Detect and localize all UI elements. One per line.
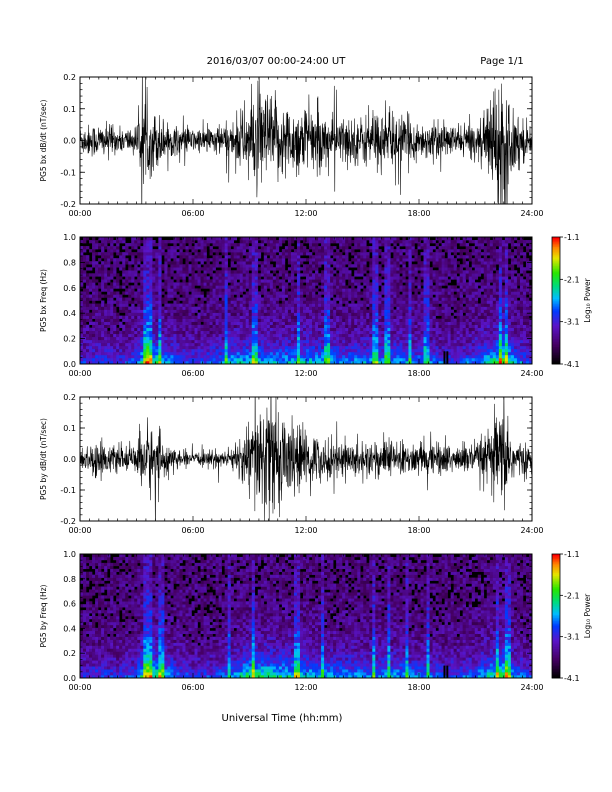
y-tick-label: 1.0 [63, 550, 76, 559]
colorbar: -1.1 -2.1 -3.1 -4.1 Log₁₀ Power [551, 233, 592, 369]
x-tick-label: 24:00 [520, 369, 543, 378]
spectrogram-cells [80, 554, 532, 678]
x-tick-label: 24:00 [520, 683, 543, 692]
y-tick-label: -0.2 [60, 200, 76, 209]
colorbar-tick-label: -1.1 [564, 233, 580, 242]
x-tick-label: 06:00 [181, 526, 204, 535]
x-tick-label: 00:00 [68, 369, 91, 378]
waveform-series-line [80, 397, 532, 521]
x-tick-label: 18:00 [407, 683, 430, 692]
waveform-series-line [80, 77, 532, 204]
y-axis-label: PG5 by dB/dt (nT/sec) [39, 418, 48, 500]
y-tick-label: 0.6 [63, 600, 76, 609]
colorbar-label: Log₁₀ Power [583, 593, 592, 638]
x-tick-label: 24:00 [520, 209, 543, 218]
panel-2: -1.1 -2.1 -3.1 -4.1 Log₁₀ Power 00:00 06:00 12:… [39, 233, 592, 378]
y-tick-label: 0.2 [63, 73, 76, 82]
colorbar: -1.1 -2.1 -3.1 -4.1 Log₁₀ Power [551, 550, 592, 683]
colorbar-label: Log₁₀ Power [583, 277, 592, 322]
x-tick-label: 12:00 [294, 209, 317, 218]
chart-title: 2016/03/07 00:00-24:00 UT [207, 56, 347, 67]
x-tick-label: 06:00 [181, 369, 204, 378]
x-tick-label: 24:00 [520, 526, 543, 535]
page-number: Page 1/1 [480, 56, 523, 67]
y-tick-label: 0.0 [63, 674, 76, 683]
y-tick-label: 0.2 [63, 393, 76, 402]
panel-4: -1.1 -2.1 -3.1 -4.1 Log₁₀ Power 00:00 06:00 12:… [39, 550, 592, 692]
x-tick-label: 12:00 [294, 683, 317, 692]
y-tick-label: 0.0 [63, 455, 76, 464]
plot-frame [79, 76, 533, 205]
y-tick-label: 0.4 [63, 309, 76, 318]
y-tick-label: 0.4 [63, 624, 76, 633]
x-tick-label: 06:00 [181, 209, 204, 218]
x-tick-label: 12:00 [294, 369, 317, 378]
y-axis-label: PG5 bx Freq (Hz) [39, 269, 48, 332]
x-tick-label: 06:00 [181, 683, 204, 692]
y-tick-label: 0.2 [63, 335, 76, 344]
colorbar-tick-label: -4.1 [564, 360, 580, 369]
panel-3: 00:00 06:00 12:00 18:00 24:00 -0.2 -0.1 0.0 0.1 0… [39, 393, 544, 535]
x-tick-label: 18:00 [407, 526, 430, 535]
y-tick-label: 0.2 [63, 649, 76, 658]
y-tick-label: 0.8 [63, 258, 76, 267]
y-tick-label: 0.8 [63, 575, 76, 584]
y-tick-label: 0.6 [63, 284, 76, 293]
x-tick-label: 00:00 [68, 526, 91, 535]
x-axis-label: Universal Time (hh:mm) [222, 713, 343, 724]
spectrogram-cells [80, 237, 532, 364]
colorbar-tick-label: -3.1 [564, 633, 580, 642]
x-tick-label: 18:00 [407, 209, 430, 218]
colorbar-tick-label: -3.1 [564, 318, 580, 327]
y-tick-label: 0.0 [63, 137, 76, 146]
y-tick-label: 0.1 [63, 424, 76, 433]
colorbar-tick-label: -2.1 [564, 591, 580, 600]
y-tick-label: -0.1 [60, 168, 76, 177]
y-tick-label: 0.1 [63, 105, 76, 114]
y-axis-label: PG5 bx dB/dt (nT/sec) [39, 99, 48, 181]
y-tick-label: 0.0 [63, 360, 76, 369]
panels: 00:00 06:00 12:00 18:00 24:00 -0.2 -0.1 0.0 0.1 0… [39, 73, 592, 692]
panel-1: 00:00 06:00 12:00 18:00 24:00 -0.2 -0.1 0.0 0.1 0… [39, 73, 544, 218]
x-tick-label: 00:00 [68, 209, 91, 218]
colorbar-tick-label: -1.1 [564, 550, 580, 559]
colorbar-tick-label: -2.1 [564, 275, 580, 284]
y-tick-label: -0.2 [60, 517, 76, 526]
y-tick-label: 1.0 [63, 233, 76, 242]
y-tick-label: -0.1 [60, 486, 76, 495]
x-tick-label: 18:00 [407, 369, 430, 378]
colorbar-tick-label: -4.1 [564, 674, 580, 683]
x-tick-label: 00:00 [68, 683, 91, 692]
x-tick-label: 12:00 [294, 526, 317, 535]
y-axis-label: PG5 by Freq (Hz) [39, 584, 48, 647]
